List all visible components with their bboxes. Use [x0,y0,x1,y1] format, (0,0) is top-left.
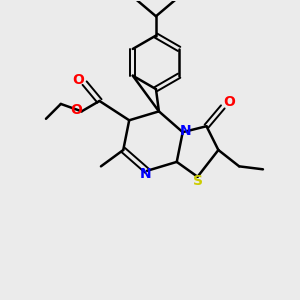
Text: S: S [193,174,203,188]
Text: N: N [179,124,191,138]
Text: O: O [224,95,235,110]
Text: O: O [70,103,82,117]
Text: N: N [140,167,152,181]
Text: O: O [72,73,84,87]
